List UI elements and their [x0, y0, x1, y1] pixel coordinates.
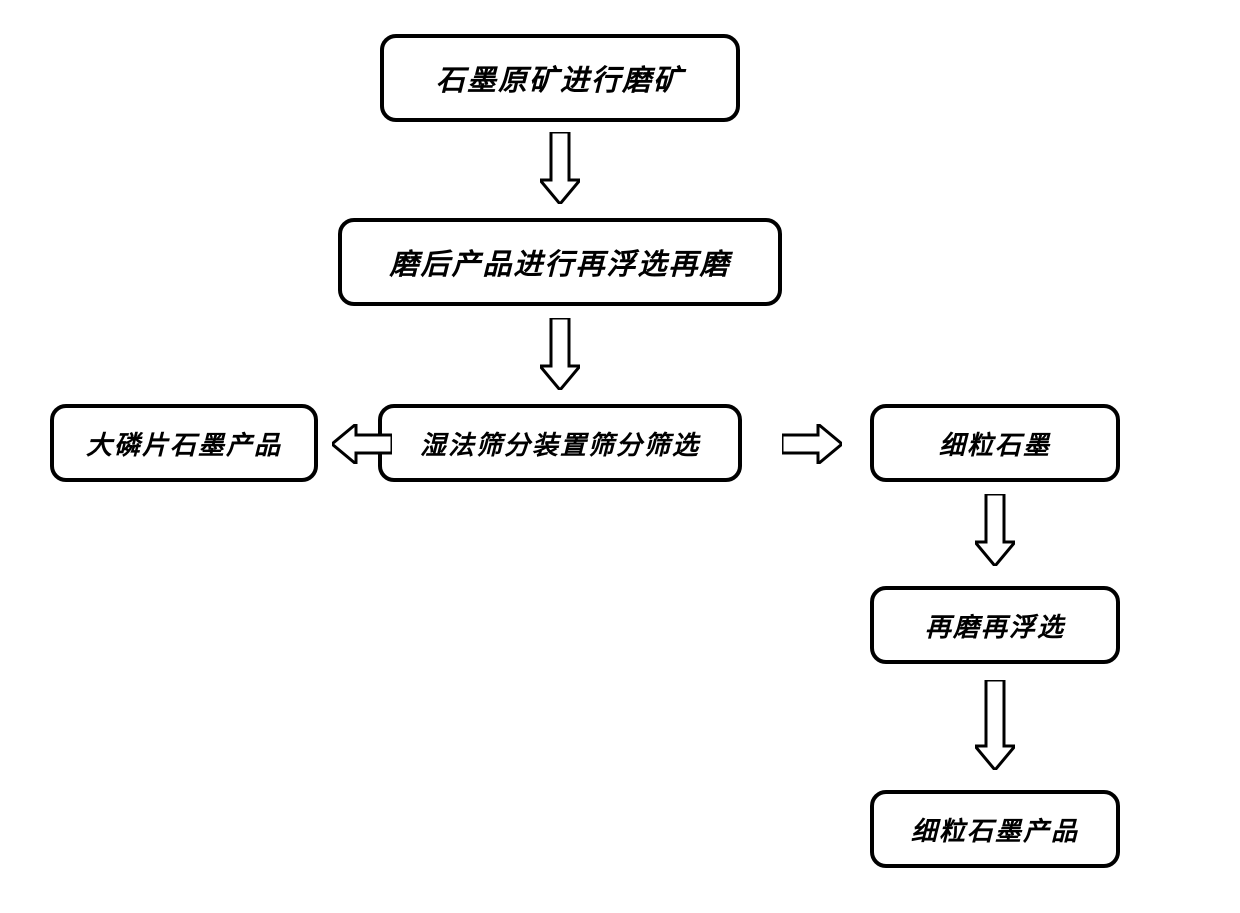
flow-node-fine-graphite: 细粒石墨: [870, 404, 1120, 482]
flow-arrow-down-0: [540, 132, 580, 204]
flow-arrow-left-2: [332, 424, 392, 464]
flow-node-wet-screening: 湿法筛分装置筛分筛选: [378, 404, 742, 482]
flow-node-reflotation: 磨后产品进行再浮选再磨: [338, 218, 782, 306]
flow-arrow-down-5: [975, 680, 1015, 770]
flow-arrow-down-1: [540, 318, 580, 390]
flow-arrow-down-4: [975, 494, 1015, 566]
flow-node-regrind: 再磨再浮选: [870, 586, 1120, 664]
flow-arrow-right-3: [782, 424, 842, 464]
flow-node-large-flake: 大磷片石墨产品: [50, 404, 318, 482]
flow-node-grinding: 石墨原矿进行磨矿: [380, 34, 740, 122]
flow-node-fine-product: 细粒石墨产品: [870, 790, 1120, 868]
